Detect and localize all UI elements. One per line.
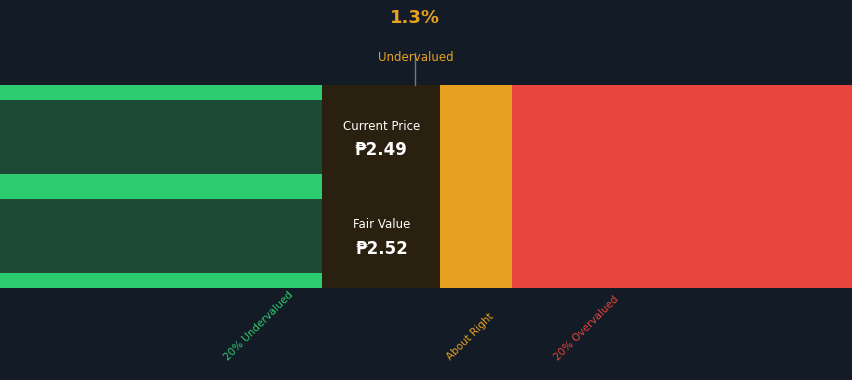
Bar: [511, 100, 852, 174]
Bar: [403, 198, 511, 273]
Text: About Right: About Right: [444, 312, 495, 363]
Bar: [403, 174, 511, 189]
Bar: [403, 85, 511, 100]
Text: Current Price: Current Price: [343, 120, 419, 133]
Text: Fair Value: Fair Value: [352, 218, 410, 231]
Bar: [403, 100, 511, 174]
Bar: [0, 85, 403, 100]
Bar: [511, 85, 852, 100]
Bar: [0, 174, 403, 189]
Text: 1.3%: 1.3%: [390, 9, 440, 27]
Text: 20% Overvalued: 20% Overvalued: [552, 294, 620, 363]
Bar: [0, 198, 403, 273]
Text: Undervalued: Undervalued: [377, 51, 452, 64]
Text: ₱2.52: ₱2.52: [354, 240, 407, 258]
Bar: [511, 184, 852, 198]
Text: ₱2.49: ₱2.49: [354, 141, 407, 159]
Bar: [322, 183, 440, 288]
Text: 20% Undervalued: 20% Undervalued: [222, 290, 294, 363]
Bar: [0, 184, 403, 198]
Bar: [511, 273, 852, 288]
Bar: [322, 85, 440, 189]
Bar: [511, 174, 852, 189]
Bar: [0, 100, 403, 174]
Bar: [511, 198, 852, 273]
Bar: [0, 273, 403, 288]
Bar: [403, 184, 511, 198]
Bar: [403, 273, 511, 288]
